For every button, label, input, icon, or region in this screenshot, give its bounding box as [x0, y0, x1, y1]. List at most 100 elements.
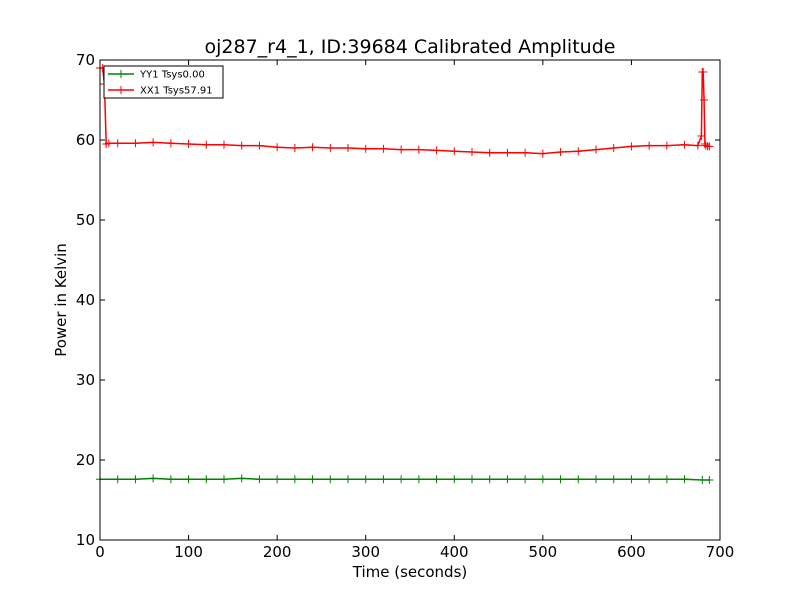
y-tick-label: 20 [76, 451, 95, 469]
data-point-marker [699, 68, 708, 76]
x-tick-label: 400 [440, 543, 469, 561]
data-point-marker [344, 144, 352, 152]
data-point-marker [237, 474, 246, 483]
data-point-marker [556, 148, 565, 156]
y-tick-label: 30 [76, 371, 95, 389]
data-point-marker [361, 475, 370, 484]
data-point-marker [202, 140, 211, 149]
data-point-marker [184, 475, 193, 484]
data-point-marker [556, 475, 565, 484]
y-tick-label: 10 [76, 531, 95, 549]
data-point-marker [450, 475, 459, 484]
data-point-marker [379, 475, 388, 484]
data-point-marker [379, 144, 388, 153]
data-point-marker [705, 142, 714, 151]
data-point-marker [592, 145, 600, 154]
x-tick-label: 300 [351, 543, 380, 561]
series-markers [96, 64, 714, 158]
series-1 [96, 474, 714, 484]
x-tick-label: 700 [706, 543, 735, 561]
data-point-marker [538, 149, 547, 158]
data-point-marker [645, 475, 654, 484]
x-tick-label: 600 [617, 543, 646, 561]
data-point-marker [450, 147, 459, 156]
data-point-marker [237, 141, 246, 150]
data-point-marker [538, 475, 547, 484]
data-point-marker [627, 475, 636, 484]
data-point-marker [104, 139, 113, 148]
data-point-marker [662, 475, 671, 484]
data-point-marker [220, 140, 228, 149]
series-layer [96, 64, 714, 484]
plot-background [100, 60, 720, 540]
legend-entry-1: YY1 Tsys0.00 [108, 70, 205, 81]
ticks-layer: 0 100 200 300 400 500 600 700 10 20 30 40 50 60 70 [76, 51, 734, 561]
plot-area [96, 59, 721, 541]
data-point-marker [184, 140, 193, 148]
legend-label: XX1 Tsys57.91 [140, 86, 213, 97]
data-point-marker [521, 475, 530, 484]
data-point-marker [485, 148, 494, 157]
x-tick-label: 200 [263, 543, 292, 561]
data-point-marker [574, 475, 583, 484]
x-axis-label: Time (seconds) [352, 563, 468, 581]
data-point-marker [680, 475, 689, 484]
data-point-marker [202, 475, 211, 484]
data-point-marker [609, 144, 618, 152]
data-point-marker [113, 475, 122, 484]
data-point-marker [290, 475, 299, 484]
data-point-marker [149, 474, 158, 483]
data-point-marker [698, 476, 707, 484]
legend-label: YY1 Tsys0.00 [139, 70, 205, 81]
data-point-marker [326, 475, 335, 484]
x-tick-label: 0 [95, 543, 105, 561]
data-point-marker [503, 148, 512, 157]
data-point-marker [113, 139, 122, 148]
data-point-marker [344, 475, 352, 484]
data-point-marker [521, 148, 530, 157]
data-point-marker [693, 141, 702, 150]
data-point-marker [662, 141, 671, 150]
data-point-marker [131, 475, 140, 484]
data-point-marker [220, 475, 228, 484]
data-point-marker [592, 475, 600, 484]
data-point-marker [255, 141, 264, 150]
legend-box [103, 65, 224, 99]
y-tick-label: 50 [76, 211, 95, 229]
data-point-marker [468, 475, 476, 484]
legend-items: YY1 Tsys0.00 XX1 Tsys57.91 [108, 70, 213, 97]
data-point-marker [397, 475, 406, 484]
legend: YY1 Tsys0.00 XX1 Tsys57.91 [103, 65, 224, 99]
data-point-marker [700, 96, 709, 104]
data-point-marker [485, 475, 494, 484]
series-2 [96, 64, 714, 158]
chart-title: oj287_r4_1, ID:39684 Calibrated Amplitud… [205, 36, 616, 58]
data-point-marker [468, 148, 476, 156]
y-tick-label: 70 [76, 51, 95, 69]
data-point-marker [432, 475, 441, 484]
x-tick-label: 100 [174, 543, 203, 561]
data-point-marker [361, 144, 370, 153]
legend-entry-2: XX1 Tsys57.91 [108, 86, 213, 97]
data-point-marker [326, 144, 335, 152]
data-point-marker [255, 475, 264, 484]
data-point-marker [131, 139, 140, 148]
data-point-marker [697, 132, 706, 140]
data-point-marker [503, 475, 512, 484]
data-point-marker [273, 143, 282, 152]
data-point-marker [166, 139, 175, 148]
data-point-marker [149, 138, 158, 147]
data-point-marker [627, 142, 636, 151]
data-point-marker [432, 146, 441, 155]
data-point-marker [397, 145, 406, 154]
data-point-marker [645, 141, 654, 150]
y-tick-label: 60 [76, 131, 95, 149]
legend-swatch-marker [117, 70, 125, 78]
data-point-marker [609, 475, 618, 484]
x-tick-label: 500 [529, 543, 558, 561]
data-point-marker [308, 475, 317, 484]
y-axis-label: Power in Kelvin [52, 243, 70, 357]
data-point-marker [701, 141, 710, 150]
data-point-marker [166, 475, 175, 484]
